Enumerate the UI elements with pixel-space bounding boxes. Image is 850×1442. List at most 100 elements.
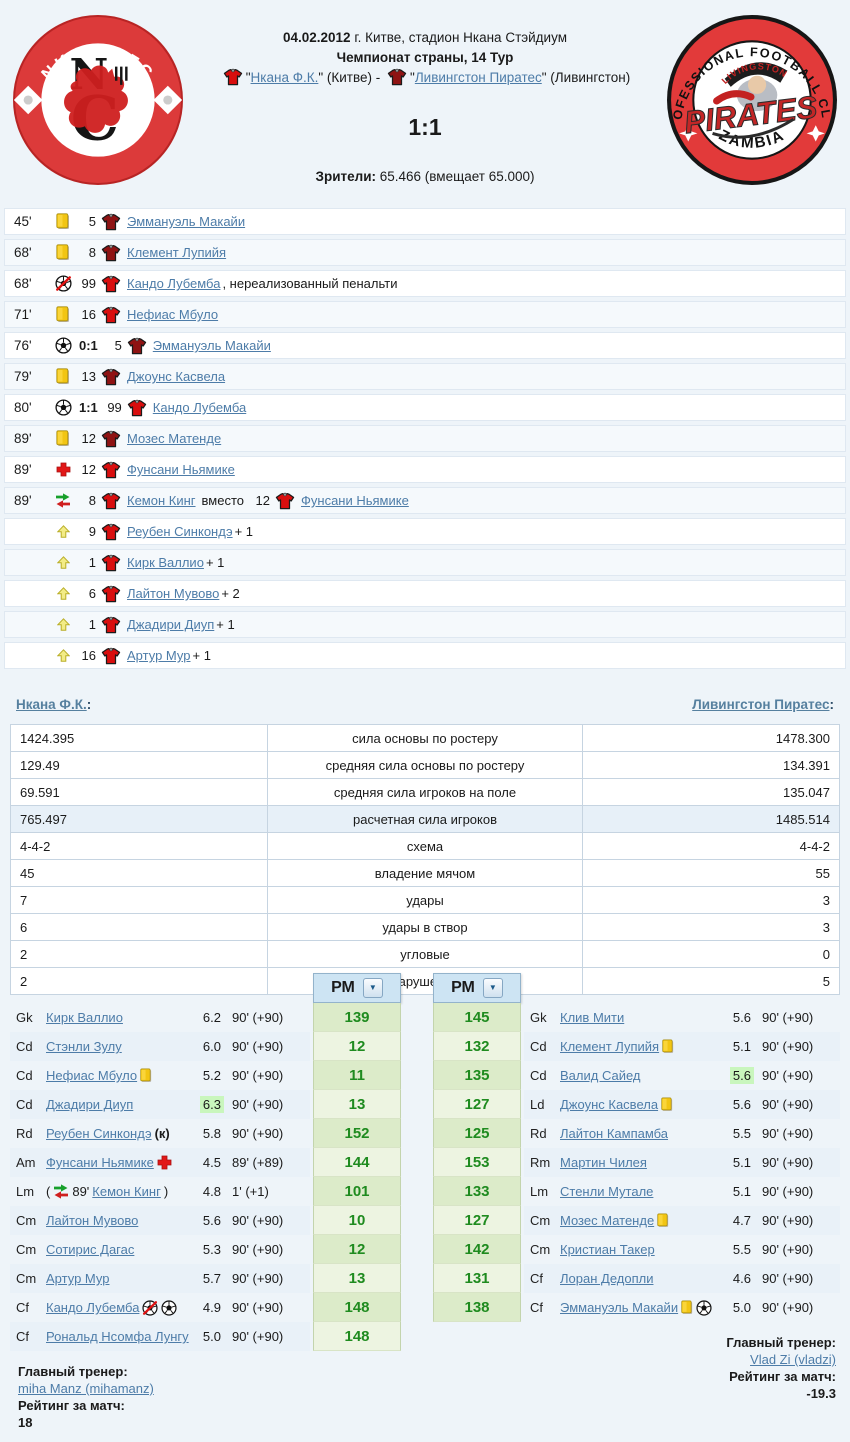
pm-column-header[interactable]: РМ ▼ [313,973,401,1003]
player-link[interactable]: Клемент Лупийя [127,245,227,260]
player-link[interactable]: Кирк Валлио [46,1010,123,1025]
player-number: 12 [81,462,96,477]
attendance: Зрители: 65.466 (вмещает 65.000) [315,169,535,184]
match-rating-value: 6.2 [202,1010,221,1025]
player-link[interactable]: Кандо Лубемба [127,276,221,291]
pm-dropdown-button[interactable]: ▼ [362,978,383,998]
player-link[interactable]: Фунсани Ньямике [301,493,409,508]
player-link[interactable]: Джоунс Касвела [127,369,226,384]
away-stat-value: 1485.514 [582,805,840,833]
player-link[interactable]: Кандо Лубемба [152,400,247,415]
match-rating-value: 6.3 [199,1096,224,1113]
lineup-row: Cf Эммануэль Макайи 5.0 90' (+90) [524,1293,840,1322]
match-rating-value: 4.8 [202,1184,221,1199]
player-link[interactable]: Клемент Лупийя [560,1039,660,1054]
home-coach-block: Главный тренер: miha Manz (mihamanz) Рейти… [10,1363,310,1431]
pirate-beard [736,78,778,112]
player-link[interactable]: Стэнли Зулу [46,1039,122,1054]
player-link[interactable]: Рональд Нсомфа Лунгу [46,1329,189,1344]
home-team-link[interactable]: Нкана Ф.К. [250,70,319,85]
player-link[interactable]: Стенли Мутале [560,1184,654,1199]
player-link[interactable]: Джадири Диуп [127,617,215,632]
player-link[interactable]: Мозес Матенде [127,431,222,446]
home-stat-value: 129.49 [10,751,268,779]
player-link[interactable]: Кристиан Такер [560,1242,655,1257]
stat-row: 1424.395 сила основы по ростеру 1478.300 [10,724,840,752]
match-rating: 5.3 [188,1242,224,1257]
player-link[interactable]: Мартин Чилея [560,1155,647,1170]
match-rating-value: 5.6 [732,1010,751,1025]
goal-icon [54,399,72,416]
player-link[interactable]: Лайтон Мувово [46,1213,139,1228]
pm-column-header[interactable]: РМ ▼ [433,973,521,1003]
player-link[interactable]: Сотирис Дагас [46,1242,135,1257]
team-match-rating: 18 [18,1415,33,1430]
player-link[interactable]: Лайтон Мувово [127,586,220,601]
lineup-row: Cd Нефиас Мбуло 5.2 90' (+90) [10,1061,310,1090]
player-link[interactable]: Фунсани Ньямике [46,1155,154,1170]
home-shirt-icon [101,461,121,479]
player-link[interactable]: Эммануэль Макайи [560,1300,679,1315]
pm-value: 12 [313,1032,401,1061]
player-link[interactable]: Клив Мити [560,1010,625,1025]
matchup-line: "Нкана Ф.К." (Китве) - "Ливингстон Пират… [184,68,666,92]
match-rating: 5.6 [718,1097,754,1112]
pm-value: 145 [433,1003,521,1032]
player-link[interactable]: Артур Мур [46,1271,110,1286]
position-label: Lm [16,1184,35,1199]
away-shirt-icon [387,68,407,86]
player-link[interactable]: Валид Сайед [560,1068,641,1083]
away-lineup-column: Gk Клив Мити 5.6 90' (+90) Cd Клемент Лупийя 5… [524,1003,840,1402]
away-team-link[interactable]: Ливингстон Пиратес [414,70,542,85]
event-icon-slot [50,462,76,477]
penalty-missed-icon [54,275,72,292]
player-link[interactable]: Нефиас Мбуло [127,307,219,322]
event-minute: 68' [14,245,32,260]
match-stats-table: 1424.395 сила основы по ростеру 1478.300 12… [10,724,840,995]
home-team-link[interactable]: Нкана Ф.К. [16,697,87,712]
player-link[interactable]: Кандо Лубемба [46,1300,140,1315]
match-rating-label: Рейтинг за матч: [729,1369,836,1384]
player-link[interactable]: Лайтон Кампамба [560,1126,669,1141]
player-link[interactable]: Кемон Кинг [127,493,196,508]
pm-value: 12 [313,1235,401,1264]
player-link[interactable]: Нефиас Мбуло [46,1068,138,1083]
player-link[interactable]: Джоунс Касвела [560,1097,659,1112]
player-link[interactable]: Реубен Синкондэ [46,1126,152,1141]
player-number: 8 [88,493,96,508]
lineup-row: Cd Клемент Лупийя 5.1 90' (+90) [524,1032,840,1061]
player-link[interactable]: Джадири Диуп [46,1097,134,1112]
event-row: 68' 99 Кандо Лубемба, нереализованный пена… [4,270,846,297]
player-link[interactable]: Кемон Кинг [92,1184,161,1199]
player-link[interactable]: Кирк Валлио [127,555,204,570]
position-label: Cf [16,1300,29,1315]
minutes-played: 90' (+90) [232,1242,284,1257]
home-shirt-icon [275,492,295,510]
player-cell: Кирк Валлио [46,1010,188,1025]
player-link[interactable]: Реубен Синкондэ [127,524,233,539]
stat-row: 765.497 расчетная сила игроков 1485.514 [10,805,840,833]
paren: ) [163,1184,169,1199]
event-note: + 1 [205,555,225,570]
pm-value: 13 [313,1090,401,1119]
pm-label: РМ [331,979,355,996]
player-link[interactable]: Эммануэль Макайи [152,338,271,353]
away-team-link[interactable]: Ливингстон Пиратес [692,697,830,712]
away-stat-value: 3 [582,886,840,914]
player-link[interactable]: Артур Мур [127,648,191,663]
pm-value: 139 [313,1003,401,1032]
player-link[interactable]: Мозес Матенде [560,1213,655,1228]
pm-value: 127 [433,1090,521,1119]
player-link[interactable]: Эммануэль Макайи [127,214,246,229]
position-label: Cd [16,1097,33,1112]
coach-link[interactable]: Vlad Zi (vladzi) [750,1352,836,1367]
player-link[interactable]: Фунсани Ньямике [127,462,235,477]
player-link[interactable]: Лоран Дедопли [560,1271,654,1286]
match-rating-value: 5.0 [202,1329,221,1344]
home-shirt-icon [101,492,121,510]
pm-dropdown-button[interactable]: ▼ [482,978,503,998]
position-label: Cm [530,1213,551,1228]
coach-link[interactable]: miha Manz (mihamanz) [18,1381,154,1396]
match-rating: 5.5 [718,1242,754,1257]
pm-value: 133 [433,1177,521,1206]
